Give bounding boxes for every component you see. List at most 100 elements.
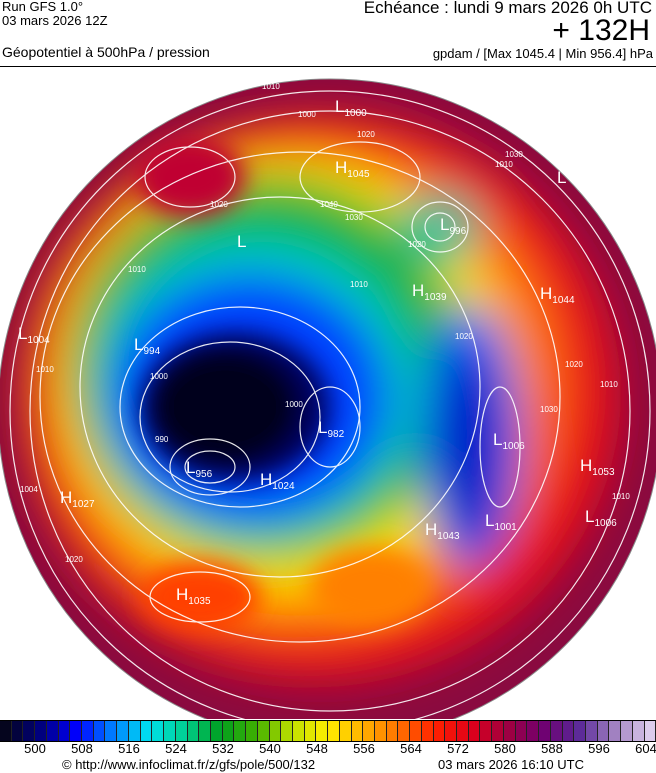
colorbar-swatch [433, 721, 446, 741]
high-pressure-label: H1044 [540, 284, 575, 306]
colorbar-swatch [539, 721, 551, 741]
colorbar-swatch [480, 721, 493, 741]
isobar-label: 1040 [320, 200, 338, 209]
colorbar-swatch [351, 721, 364, 741]
isobar-label: 1010 [262, 82, 280, 91]
colorbar-tick-label: 500 [24, 741, 46, 756]
colorbar-swatch [527, 721, 540, 741]
colorbar [0, 720, 656, 742]
colorbar-swatch [375, 721, 387, 741]
run-date: 03 mars 2026 12Z [2, 13, 108, 28]
low-pressure-label: L [237, 232, 246, 251]
isobar-label: 990 [155, 435, 169, 444]
colorbar-swatch [46, 721, 59, 741]
colorbar-swatch [632, 721, 645, 741]
isobar-label: 1030 [540, 405, 558, 414]
low-pressure-label: L1006 [585, 507, 617, 529]
colorbar-swatch [398, 721, 411, 741]
lead-time: + 132H [552, 14, 650, 47]
colorbar-swatch [316, 721, 329, 741]
high-pressure-label: H1027 [60, 488, 95, 510]
colorbar-swatch [11, 721, 24, 741]
colorbar-swatch [257, 721, 270, 741]
isobar-labels: 1010100010201030101010201030104010201010… [20, 82, 630, 564]
colorbar-swatch [187, 721, 200, 741]
polar-map: L1000 H1045 L996 L L1004 L994 H1039 H1044 L982 L9… [0, 78, 656, 719]
low-pressure-label: L994 [134, 335, 161, 357]
colorbar-tick-label: 524 [165, 741, 187, 756]
colorbar-swatch [503, 721, 516, 741]
colorbar-swatch [468, 721, 481, 741]
colorbar-swatch [492, 721, 504, 741]
isobar-label: 1020 [565, 360, 583, 369]
map-panel: L1000 H1045 L996 L L1004 L994 H1039 H1044 L982 L9… [0, 66, 656, 719]
low-pressure-label: L982 [318, 418, 345, 440]
copyright-link[interactable]: © http://www.infoclimat.fr/z/gfs/pole/50… [62, 757, 316, 772]
units-range: gpdam / [Max 1045.4 | Min 956.4] hPa [432, 46, 653, 61]
colorbar-swatch [222, 721, 235, 741]
colorbar-tick-label: 532 [212, 741, 234, 756]
colorbar-swatch [93, 721, 106, 741]
colorbar-swatch [410, 721, 422, 741]
colorbar-tick-label: 588 [541, 741, 563, 756]
colorbar-tick-label: 508 [71, 741, 93, 756]
colorbar-tick-label: 596 [588, 741, 610, 756]
colorbar-ticks: 500 508 516 524 532 540 548 556 564 572 580 588 596 6… [0, 741, 656, 757]
colorbar-swatch [234, 721, 247, 741]
isobar-label: 1020 [357, 130, 375, 139]
colorbar-swatch [621, 721, 633, 741]
colorbar-tick-label: 540 [259, 741, 281, 756]
colorbar-swatch [609, 721, 622, 741]
low-pressure-label: L956 [186, 458, 213, 480]
colorbar-swatch [58, 721, 71, 741]
colorbar-swatch [421, 721, 434, 741]
colorbar-swatch [562, 721, 575, 741]
isobar-label: 1010 [495, 160, 513, 169]
colorbar-swatch [105, 721, 118, 741]
colorbar-swatch [175, 721, 188, 741]
low-pressure-label: L996 [440, 215, 467, 237]
colorbar-swatch [445, 721, 458, 741]
colorbar-swatch [210, 721, 223, 741]
low-pressure-label: L1001 [485, 511, 517, 533]
high-pressure-label: H1043 [425, 520, 460, 542]
colorbar-swatch [363, 721, 375, 741]
isobars [9, 90, 651, 719]
isobar-label: 1010 [350, 280, 368, 289]
isobar-label: 1020 [455, 332, 473, 341]
colorbar-swatch [457, 721, 469, 741]
high-pressure-label: H1053 [580, 456, 615, 478]
colorbar-swatch [128, 721, 141, 741]
colorbar-tick-label: 548 [306, 741, 328, 756]
high-pressure-label: H1045 [335, 158, 370, 180]
colorbar-swatch [339, 721, 352, 741]
colorbar-swatch [152, 721, 165, 741]
isobar-label: 1030 [345, 213, 363, 222]
colorbar-swatch [585, 721, 598, 741]
colorbar-swatch [304, 721, 317, 741]
colorbar-swatch [164, 721, 176, 741]
colorbar-tick-label: 572 [447, 741, 469, 756]
colorbar-swatch [117, 721, 129, 741]
isobar-label: 1020 [210, 200, 228, 209]
colorbar-swatch [23, 721, 36, 741]
low-pressure-label: L1004 [18, 324, 50, 346]
low-pressure-label: L1000 [335, 97, 367, 119]
generated-date: 03 mars 2026 16:10 UTC [438, 757, 584, 772]
geopotential-field [0, 79, 656, 719]
isobar-label: 1004 [20, 485, 38, 494]
high-pressure-label: H1024 [260, 470, 295, 492]
isobar-label: 1000 [150, 372, 168, 381]
high-pressure-label: H1039 [412, 281, 447, 303]
colorbar-swatch [269, 721, 282, 741]
colorbar-swatch [140, 721, 153, 741]
isobar-label: 1010 [612, 492, 630, 501]
isobar-label: 1000 [298, 110, 316, 119]
colorbar-tick-label: 604 [635, 741, 656, 756]
isobar-label: 1030 [505, 150, 523, 159]
pressure-centers: L1000 H1045 L996 L L1004 L994 H1039 H1044 L982 L9… [18, 97, 617, 607]
isobar-label: 1020 [65, 555, 83, 564]
colorbar-swatch [281, 721, 293, 741]
high-pressure-label: H1035 [176, 585, 211, 607]
colorbar-tick-label: 580 [494, 741, 516, 756]
